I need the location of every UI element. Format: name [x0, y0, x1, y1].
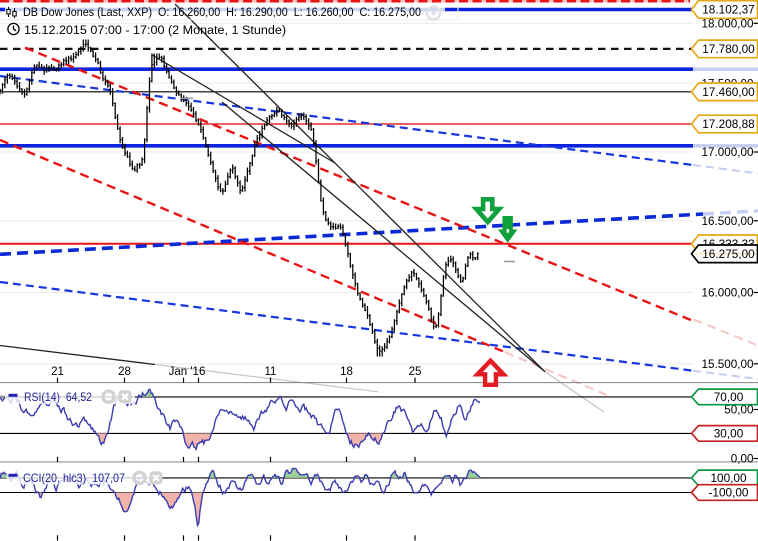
svg-text:16.500,00: 16.500,00	[702, 215, 754, 228]
svg-text:-100,00: -100,00	[708, 486, 748, 500]
svg-text:15.12.2015 07:00 - 17:00 (2 Mo: 15.12.2015 07:00 - 17:00 (2 Monate, 1 St…	[24, 23, 286, 37]
svg-text:17.780,00: 17.780,00	[702, 42, 755, 56]
svg-text:25: 25	[409, 366, 422, 378]
svg-text:16.000,00: 16.000,00	[702, 287, 754, 300]
svg-text:Jan '16: Jan '16	[169, 366, 206, 378]
svg-text:17.460,00: 17.460,00	[702, 85, 755, 99]
svg-text:0,00: 0,00	[731, 453, 754, 466]
svg-text:28: 28	[118, 366, 131, 378]
svg-text:100,00: 100,00	[710, 471, 747, 485]
svg-text:70,00: 70,00	[714, 390, 744, 404]
svg-text:17.000,00: 17.000,00	[702, 146, 754, 159]
svg-text:15.500,00: 15.500,00	[702, 358, 754, 371]
svg-text:16.275,00: 16.275,00	[702, 247, 755, 261]
svg-text:11: 11	[265, 366, 277, 378]
svg-text:50,00: 50,00	[724, 404, 754, 417]
svg-text:DB Dow Jones (Last, XXP) O: 1: DB Dow Jones (Last, XXP) O: 16.260,00 H:…	[23, 5, 421, 19]
svg-text:17.208,88: 17.208,88	[702, 117, 755, 131]
svg-text:21: 21	[51, 366, 64, 378]
svg-text:30,00: 30,00	[714, 427, 744, 441]
svg-text:18.102,37: 18.102,37	[702, 3, 754, 17]
svg-text:18.000,00: 18.000,00	[702, 17, 754, 30]
svg-text:18: 18	[340, 366, 353, 378]
svg-text:CCI(20, hlc3) 107,07: CCI(20, hlc3) 107,07	[23, 471, 125, 485]
svg-text:RSI(14) 64,52: RSI(14) 64,52	[24, 390, 92, 404]
